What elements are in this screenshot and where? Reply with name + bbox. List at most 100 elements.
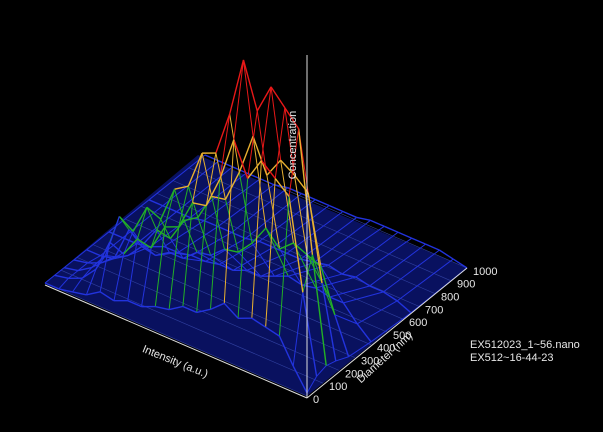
mesh-segment bbox=[383, 225, 399, 233]
annotation: EX512~16-44-23 bbox=[470, 352, 553, 364]
mesh-segment bbox=[63, 259, 75, 269]
mesh-segment bbox=[68, 270, 79, 279]
y-tick-label: 800 bbox=[441, 292, 459, 304]
mesh-segment bbox=[201, 153, 213, 197]
mesh-segment bbox=[182, 202, 193, 307]
mesh-segment bbox=[334, 314, 350, 357]
mesh-segment bbox=[300, 217, 357, 260]
mesh-segment bbox=[73, 259, 88, 264]
mesh-segment bbox=[252, 136, 267, 229]
mesh-segment bbox=[154, 226, 166, 307]
mesh-segment bbox=[238, 136, 254, 173]
mesh-segment bbox=[217, 225, 233, 234]
mesh-segment bbox=[160, 219, 171, 239]
mesh-segment bbox=[228, 59, 245, 115]
mesh-segment bbox=[341, 273, 356, 278]
mesh-segment bbox=[72, 277, 83, 293]
mesh-segment bbox=[192, 153, 203, 203]
mesh-segment bbox=[169, 220, 185, 240]
mesh-segment bbox=[247, 160, 262, 180]
mesh-segment bbox=[197, 217, 212, 256]
mesh-segment bbox=[58, 277, 69, 290]
mesh-segment bbox=[148, 199, 164, 207]
mesh-segment bbox=[127, 245, 143, 257]
mesh-segment bbox=[370, 219, 385, 227]
mesh-segment bbox=[118, 215, 134, 232]
mesh-segment bbox=[99, 291, 115, 302]
mesh-segment bbox=[292, 365, 308, 394]
annotation: EX512023_1~56.nano bbox=[470, 339, 580, 351]
y-tick-label: 0 bbox=[313, 394, 319, 406]
mesh-segment bbox=[302, 292, 318, 377]
mesh-segment bbox=[174, 185, 189, 190]
mesh-segment bbox=[370, 312, 412, 343]
mesh-segment bbox=[148, 154, 206, 201]
mesh-segment bbox=[356, 323, 372, 343]
mesh-segment bbox=[211, 196, 225, 250]
grid-line bbox=[44, 282, 308, 397]
mesh-segment bbox=[306, 376, 318, 394]
mesh-segment bbox=[187, 152, 203, 187]
mesh-segment bbox=[251, 227, 267, 244]
mesh-segment bbox=[191, 254, 206, 263]
mesh-segment bbox=[343, 291, 384, 304]
mesh-segment bbox=[155, 305, 170, 311]
mesh-segment bbox=[127, 238, 138, 301]
mesh-segment bbox=[314, 219, 371, 263]
mesh-segment bbox=[123, 238, 138, 255]
mesh-segment bbox=[168, 226, 180, 310]
mesh-segment bbox=[123, 231, 134, 255]
mesh-segment bbox=[192, 202, 207, 207]
mesh-segment bbox=[209, 178, 221, 310]
mesh-segment bbox=[329, 285, 370, 298]
mesh-segment bbox=[355, 276, 371, 287]
mesh-segment bbox=[274, 107, 286, 179]
mesh-segment bbox=[146, 206, 162, 220]
mesh-segment bbox=[141, 247, 152, 307]
mesh-segment bbox=[342, 302, 358, 325]
mesh-segment bbox=[335, 356, 349, 362]
mesh-segment bbox=[439, 249, 454, 260]
mesh-segment bbox=[302, 254, 313, 293]
mesh-segment bbox=[164, 189, 176, 228]
mesh-segment bbox=[270, 86, 286, 109]
mesh-segment bbox=[251, 317, 267, 328]
mesh-segment bbox=[292, 292, 304, 367]
mesh-segment bbox=[108, 231, 124, 239]
mesh-segment bbox=[142, 229, 158, 246]
mesh-segment bbox=[297, 128, 314, 255]
mesh-segment bbox=[369, 285, 384, 293]
mesh-segment bbox=[54, 274, 69, 279]
mesh-segment bbox=[44, 274, 55, 284]
mesh-segment bbox=[178, 186, 189, 227]
mesh-segment bbox=[224, 248, 248, 271]
mesh-segment bbox=[260, 86, 272, 161]
mesh-segment bbox=[196, 251, 220, 265]
mesh-segment bbox=[160, 188, 176, 220]
mesh-segment bbox=[278, 196, 290, 337]
mesh-segment bbox=[196, 205, 207, 313]
mesh-segment bbox=[223, 139, 235, 304]
mesh-segment bbox=[182, 251, 198, 259]
mesh-segment bbox=[113, 253, 125, 301]
mesh-segment bbox=[114, 254, 129, 260]
mesh-segment bbox=[259, 178, 275, 186]
mesh-segment bbox=[411, 237, 426, 245]
x-axis bbox=[44, 284, 308, 399]
mesh-segment bbox=[182, 305, 197, 314]
mesh-segment bbox=[260, 160, 276, 179]
mesh-segment bbox=[163, 220, 205, 248]
mesh-segment bbox=[146, 207, 157, 230]
y-tick-label: 500 bbox=[393, 330, 411, 342]
mesh-segment bbox=[327, 264, 343, 275]
mesh-segment bbox=[219, 139, 235, 179]
grid-line bbox=[60, 269, 324, 384]
mesh-segment bbox=[150, 219, 162, 249]
y-tick-label: 1000 bbox=[473, 266, 497, 278]
mesh-segment bbox=[205, 178, 221, 207]
mesh-segment bbox=[315, 198, 330, 207]
mesh-segment bbox=[155, 251, 170, 257]
mesh-segment bbox=[278, 335, 294, 367]
mesh-segment bbox=[279, 242, 294, 250]
mesh-segment bbox=[237, 178, 249, 319]
